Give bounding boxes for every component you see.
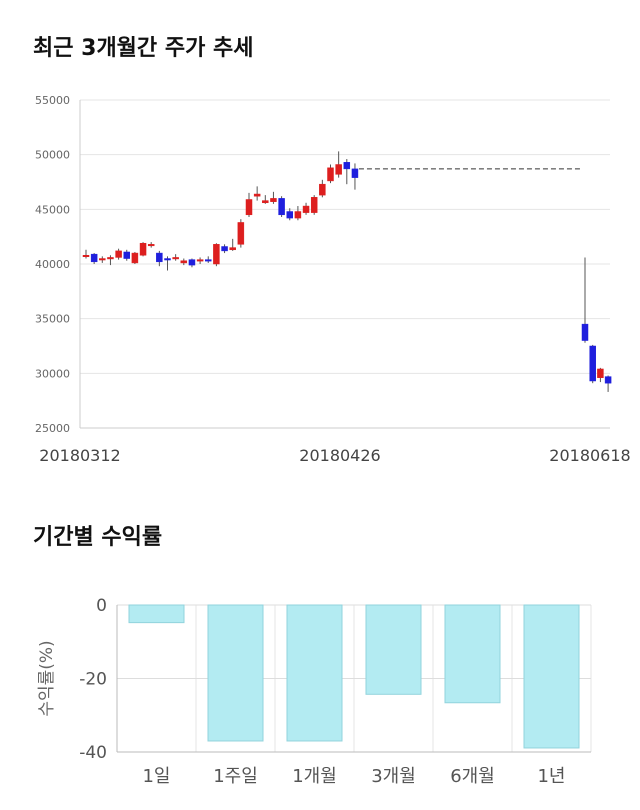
- candle-body: [581, 323, 589, 341]
- candle-body: [188, 259, 196, 266]
- candle-body: [237, 222, 245, 245]
- candle-body: [180, 260, 188, 264]
- candle-body: [205, 259, 212, 262]
- price-trend-title: 최근 3개월간 주가 추세: [33, 36, 254, 61]
- candle-body: [278, 198, 285, 216]
- x-tick-label: 3개월: [371, 766, 416, 787]
- candle-body: [139, 242, 147, 256]
- x-tick-label: 1년: [537, 766, 565, 787]
- candle-body: [147, 244, 155, 247]
- candle-body: [253, 193, 261, 197]
- y-tick-label: -20: [79, 670, 107, 690]
- x-tick-label: 20180426: [299, 446, 380, 465]
- candle-body: [294, 211, 302, 219]
- y-axis-label: 수익률(%): [37, 640, 57, 716]
- x-tick-label: 1개월: [292, 766, 337, 787]
- y-tick-label: 25000: [35, 422, 70, 435]
- candle-body: [196, 259, 204, 262]
- y-tick-label: -40: [79, 743, 107, 763]
- candle-body: [172, 257, 179, 260]
- candle-body: [597, 368, 604, 378]
- candle-body: [270, 198, 277, 202]
- x-tick-label: 1일: [142, 766, 170, 787]
- candle-body: [213, 244, 220, 265]
- y-tick-label: 45000: [35, 203, 70, 216]
- candle-body: [319, 183, 326, 196]
- candle-body: [286, 211, 293, 219]
- candle-body: [221, 246, 228, 252]
- candle-body: [589, 345, 596, 382]
- bar: [444, 604, 501, 704]
- candle-body: [262, 200, 269, 204]
- candle-body: [343, 162, 351, 170]
- candle-body: [164, 258, 171, 261]
- candlestick-chart: 55000 50000 45000 40000 35000 30000 25000 20180…: [35, 94, 631, 465]
- candle-body: [327, 167, 334, 182]
- bar: [128, 604, 185, 624]
- candle-body: [90, 253, 98, 263]
- candle-body: [310, 197, 318, 213]
- y-tick-label: 35000: [35, 313, 70, 326]
- bar: [207, 604, 264, 742]
- y-tick-label: 55000: [35, 94, 70, 107]
- candle-body: [99, 258, 106, 261]
- candle-body: [131, 252, 139, 264]
- candle-body: [351, 168, 359, 178]
- bar: [523, 604, 580, 749]
- x-tick-label: 20180618: [549, 446, 630, 465]
- y-tick-label: 30000: [35, 367, 70, 380]
- candle-body: [229, 247, 236, 251]
- candle-body: [115, 250, 122, 258]
- y-tick-label: 50000: [35, 149, 70, 162]
- x-tick-label: 6개월: [450, 766, 495, 787]
- candle-body: [107, 257, 114, 260]
- candle-body: [156, 252, 163, 263]
- y-tick-label: 40000: [35, 258, 70, 271]
- candle-body: [335, 164, 342, 175]
- bar: [286, 604, 343, 742]
- candle-body: [604, 376, 612, 384]
- x-tick-label: 20180312: [39, 446, 120, 465]
- candle-body: [302, 205, 310, 213]
- returns-title: 기간별 수익률: [33, 525, 163, 550]
- candle-body: [245, 199, 253, 216]
- candle-body: [82, 255, 90, 258]
- x-tick-label: 1주일: [213, 766, 258, 787]
- candle-body: [123, 251, 130, 259]
- y-tick-label: 0: [96, 596, 107, 616]
- bar: [365, 604, 422, 695]
